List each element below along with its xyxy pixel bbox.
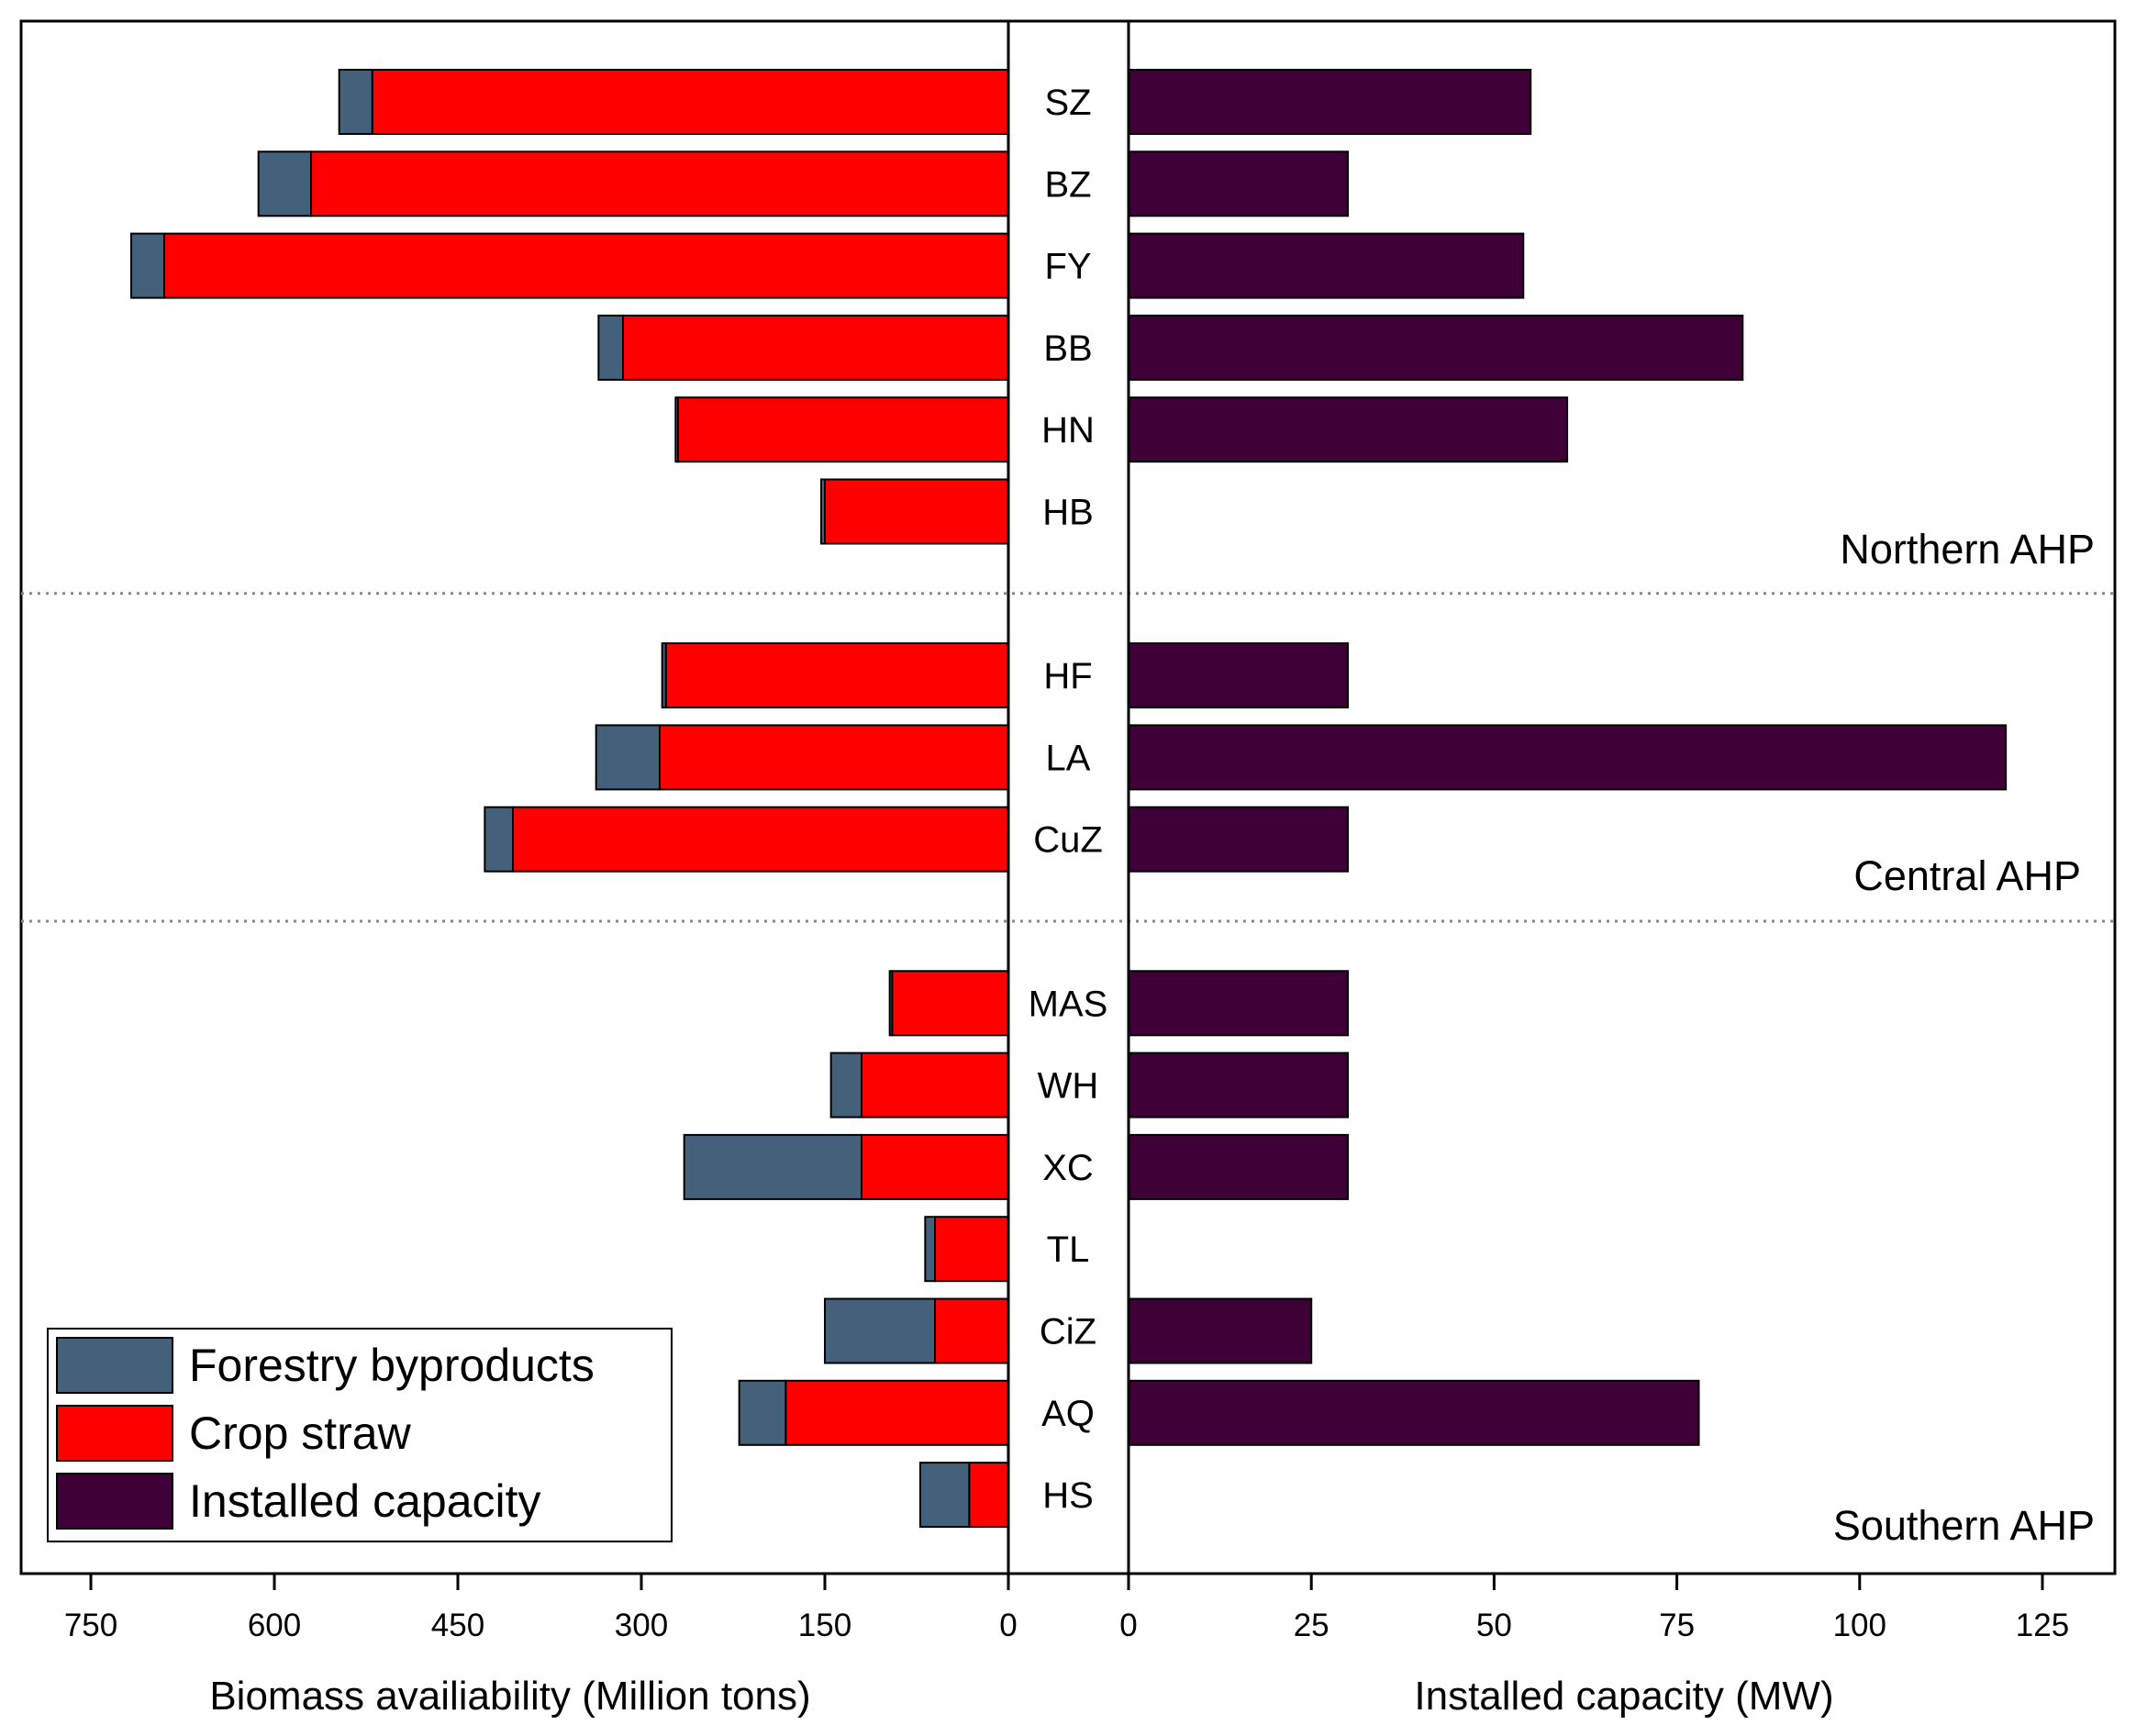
bar-crop-straw-FY [163, 232, 1009, 299]
bar-forestry-CuZ [484, 806, 515, 873]
legend-label-1: Forestry byproducts [189, 1340, 595, 1391]
right-tick-label-50: 50 [1476, 1608, 1512, 1643]
right-tick-label-125: 125 [2016, 1608, 2069, 1643]
bar-capacity-CuZ [1128, 806, 1350, 873]
left-axis-title: Biomass availiability (Million tons) [209, 1674, 810, 1719]
left-tick-label-150: 150 [798, 1608, 851, 1643]
bar-crop-straw-BZ [310, 150, 1010, 217]
category-label-HN: HN [1041, 410, 1095, 451]
bar-capacity-HF [1128, 642, 1350, 709]
right-tick-label-0: 0 [1119, 1608, 1137, 1643]
bar-forestry-SZ [338, 69, 373, 135]
right-axis-title: Installed capacity (MW) [1414, 1674, 1833, 1719]
category-label-XC: XC [1042, 1148, 1094, 1188]
bar-capacity-XC [1128, 1133, 1350, 1200]
right-tick-label-25: 25 [1294, 1608, 1329, 1643]
right-axis: 0 25 50 75 100 125 [1119, 1574, 2069, 1643]
bar-capacity-WH [1128, 1052, 1350, 1118]
bar-crop-straw-MAS [891, 970, 1009, 1037]
legend-swatch-2 [56, 1405, 173, 1462]
group-labels: Northern AHP Central AHP Southern AHP [1833, 526, 2095, 1549]
left-tick-label-300: 300 [615, 1608, 668, 1643]
category-label-AQ: AQ [1041, 1394, 1095, 1434]
bar-capacity-LA [1128, 724, 2008, 791]
category-label-BB: BB [1043, 328, 1092, 369]
category-label-LA: LA [1046, 738, 1091, 778]
bar-forestry-HS [919, 1462, 971, 1529]
category-label-HF: HF [1043, 656, 1092, 696]
bar-capacity-SZ [1128, 69, 1532, 135]
bar-crop-straw-AQ [784, 1379, 1010, 1446]
bar-crop-straw-SZ [371, 69, 1009, 135]
category-label-CiZ: CiZ [1040, 1312, 1096, 1352]
bar-capacity-HN [1128, 396, 1569, 463]
bar-forestry-TL [924, 1216, 937, 1283]
bar-capacity-BB [1128, 314, 1744, 381]
category-label-FY: FY [1044, 247, 1091, 287]
bar-crop-straw-HN [677, 396, 1009, 463]
legend-swatch-3 [56, 1473, 173, 1530]
legend-label-3: Installed capacity [189, 1475, 541, 1527]
left-tick-label-450: 450 [431, 1608, 484, 1643]
bar-crop-straw-HS [968, 1462, 1009, 1529]
bar-forestry-FY [130, 232, 166, 299]
bar-capacity-FY [1128, 232, 1525, 299]
left-bars [130, 69, 1010, 1529]
category-label-TL: TL [1047, 1230, 1090, 1270]
left-tick-label-750: 750 [64, 1608, 117, 1643]
bar-forestry-HF [661, 642, 667, 709]
bar-crop-straw-CuZ [512, 806, 1009, 873]
right-bars [1128, 69, 2008, 1446]
group-label-2: Central AHP [1853, 852, 2081, 899]
category-label-WH: WH [1038, 1066, 1099, 1107]
category-label-BZ: BZ [1044, 164, 1091, 205]
bar-forestry-MAS [888, 970, 894, 1037]
bar-crop-straw-XC [861, 1133, 1010, 1200]
category-label-SZ: SZ [1044, 83, 1091, 123]
group-separators [21, 592, 2115, 923]
bar-forestry-BZ [257, 150, 313, 217]
left-axis: 750 600 450 300 150 0 [64, 1574, 1018, 1643]
bar-forestry-CiZ [824, 1297, 937, 1364]
bar-forestry-XC [683, 1133, 863, 1200]
left-tick-label-0: 0 [999, 1608, 1017, 1643]
bar-capacity-BZ [1128, 150, 1350, 217]
bar-crop-straw-HB [824, 478, 1009, 545]
bar-capacity-MAS [1128, 970, 1350, 1037]
bar-forestry-HB [820, 478, 827, 545]
bar-crop-straw-HF [664, 642, 1010, 709]
bar-capacity-AQ [1128, 1379, 1700, 1446]
legend-swatch-1 [56, 1337, 173, 1394]
bar-crop-straw-BB [622, 314, 1009, 381]
bar-forestry-HN [674, 396, 680, 463]
bar-forestry-WH [829, 1052, 863, 1118]
legend: Forestry byproducts Crop straw Installed c… [47, 1328, 673, 1542]
legend-label-2: Crop straw [189, 1408, 412, 1459]
category-label-HB: HB [1042, 493, 1094, 533]
bar-forestry-AQ [738, 1379, 787, 1446]
category-label-HS: HS [1042, 1475, 1094, 1516]
group-label-1: Northern AHP [1840, 526, 2095, 573]
bar-forestry-LA [595, 724, 662, 791]
bar-crop-straw-CiZ [934, 1297, 1010, 1364]
bar-capacity-CiZ [1128, 1297, 1313, 1364]
category-label-CuZ: CuZ [1033, 820, 1103, 861]
bar-crop-straw-WH [861, 1052, 1010, 1118]
group-label-3: Southern AHP [1833, 1502, 2095, 1549]
bar-crop-straw-LA [659, 724, 1010, 791]
right-tick-label-100: 100 [1833, 1608, 1886, 1643]
category-labels: SZ BZ FY BB HN HB HF LA CuZ MAS WH XC TL CiZ AQ HS [1029, 83, 1108, 1516]
right-tick-label-75: 75 [1659, 1608, 1695, 1643]
left-tick-label-600: 600 [248, 1608, 301, 1643]
bar-crop-straw-TL [934, 1216, 1010, 1283]
bar-forestry-BB [597, 314, 625, 381]
category-label-MAS: MAS [1029, 984, 1108, 1024]
